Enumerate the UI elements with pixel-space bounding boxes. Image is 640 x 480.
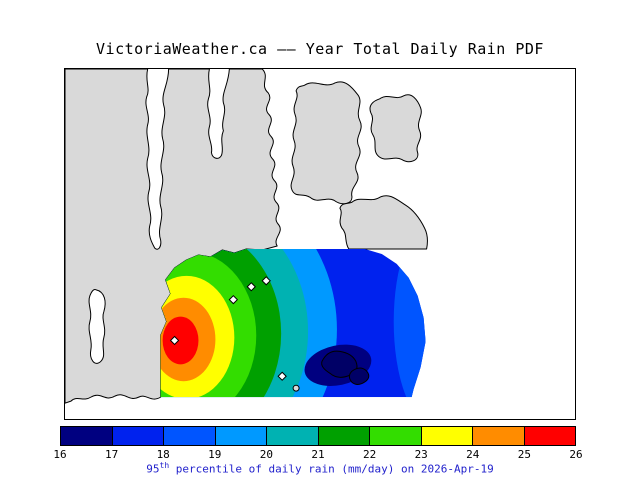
islet-dot (292, 384, 300, 392)
inland-lake (88, 289, 106, 364)
colorbar (60, 426, 576, 446)
colorbar-tick-label: 17 (104, 448, 119, 461)
island-upper-right (369, 94, 422, 163)
contour-band-25-26-max (162, 316, 199, 365)
coastline-contour-map (65, 69, 575, 419)
colorbar-tick-label: 24 (466, 448, 480, 461)
island-mid-right (339, 195, 428, 250)
map-plot-area (64, 68, 576, 420)
colorbar-segment (472, 427, 524, 445)
island-large (290, 81, 362, 205)
colorbar-tick-label: 18 (156, 448, 170, 461)
colorbar-segment (163, 427, 215, 445)
colorbar-segment (61, 427, 112, 445)
colorbar-segment (523, 427, 575, 445)
colorbar-tick-label: 25 (517, 448, 532, 461)
colorbar-tick-label: 16 (53, 448, 67, 461)
station-marker (246, 282, 256, 292)
colorbar-tick-label: 21 (311, 448, 325, 461)
colorbar-segment (266, 427, 318, 445)
islet-outline-small (348, 367, 370, 385)
station-marker (169, 335, 180, 346)
caption: 95th percentile of daily rain (mm/day) o… (0, 461, 640, 476)
caption-text: percentile of daily rain (mm/day) on 202… (169, 462, 494, 476)
station-marker (261, 276, 271, 286)
station-marker (228, 295, 239, 305)
colorbar-segment (369, 427, 421, 445)
caption-value: 95 (146, 462, 160, 476)
caption-superscript: th (159, 461, 170, 470)
station-markers (169, 276, 287, 381)
colorbar-tick-label: 22 (362, 448, 377, 461)
colorbar-segment (420, 427, 472, 445)
page-title: VictoriaWeather.ca —— Year Total Daily R… (96, 40, 544, 58)
colorbar-segment (214, 427, 266, 445)
colorbar-tick-label: 26 (569, 448, 583, 461)
colorbar-tick-label: 23 (414, 448, 428, 461)
station-marker (277, 371, 287, 381)
colorbar-segment (317, 427, 369, 445)
colorbar-segment (111, 427, 163, 445)
colorbar-tick-label: 20 (259, 448, 274, 461)
colorbar-ticks: 16 17 18 19 20 21 22 23 24 25 26 (53, 448, 582, 462)
colorbar-tick-label: 19 (208, 448, 222, 461)
